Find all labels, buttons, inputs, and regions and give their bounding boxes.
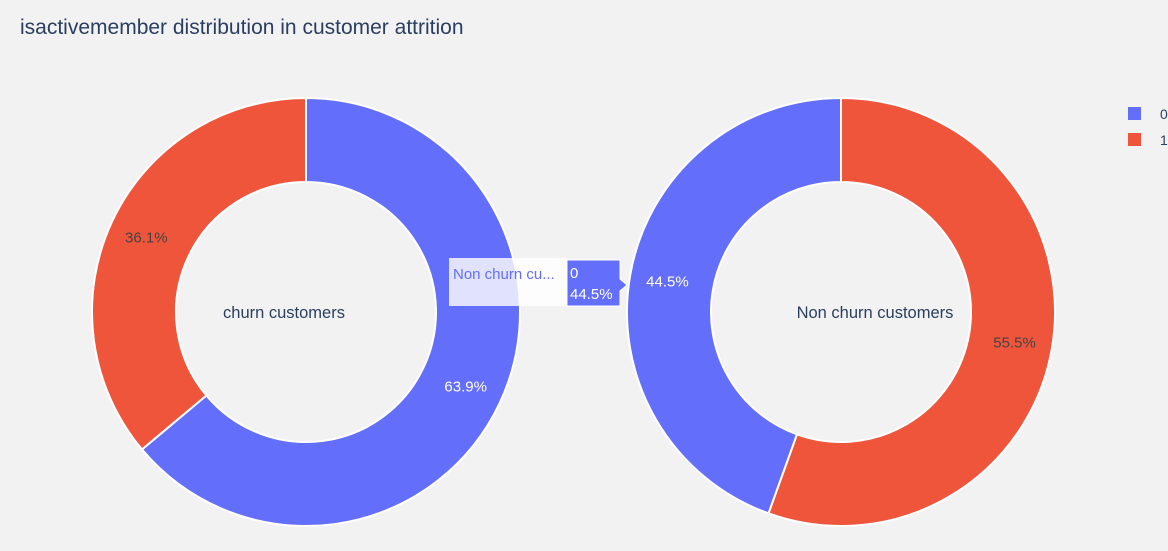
chart-title: isactivemember distribution in customer … (20, 16, 464, 39)
legend-swatch-1[interactable] (1128, 133, 1141, 146)
hover-name-box (449, 258, 567, 306)
slice-churn-0[interactable] (140, 96, 521, 527)
hover-slice-label: 0 (570, 265, 578, 282)
legend-swatch-0[interactable] (1128, 107, 1141, 120)
slice-label-churn-0: 63.9% (444, 379, 487, 396)
donut-non-churn-customers[interactable]: 55.5% 44.5% Non churn customers (626, 96, 1056, 527)
slice-churn-1[interactable] (91, 96, 307, 451)
hover-value-box (566, 259, 628, 307)
hover-trace-name: Non churn cu... (453, 266, 555, 283)
hover-slice-value: 44.5% (570, 286, 613, 303)
slice-nonchurn-0[interactable] (626, 96, 842, 515)
hover-tooltip: Non churn cu... 0 44.5% (449, 258, 628, 307)
slice-label-churn-1: 36.1% (125, 229, 168, 246)
slice-nonchurn-1[interactable] (767, 96, 1056, 527)
center-label-nonchurn: Non churn customers (797, 304, 954, 322)
legend-label-0[interactable]: 0 (1160, 106, 1168, 122)
center-label-churn: churn customers (223, 304, 345, 322)
slice-label-nonchurn-1: 55.5% (993, 334, 1036, 351)
donut-churn-customers[interactable]: 63.9% 36.1% churn customers (91, 96, 521, 527)
slice-label-nonchurn-0: 44.5% (646, 274, 689, 291)
legend[interactable]: 01 (1128, 106, 1168, 148)
legend-label-1[interactable]: 1 (1160, 132, 1168, 148)
